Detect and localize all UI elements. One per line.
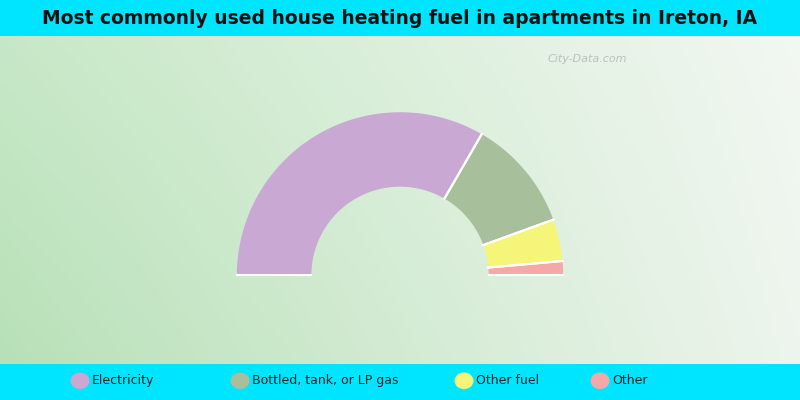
- Text: Most commonly used house heating fuel in apartments in Ireton, IA: Most commonly used house heating fuel in…: [42, 8, 758, 28]
- Polygon shape: [237, 112, 482, 275]
- Text: Other fuel: Other fuel: [476, 374, 539, 387]
- Ellipse shape: [591, 373, 609, 388]
- Ellipse shape: [231, 373, 249, 388]
- Polygon shape: [488, 261, 563, 275]
- Ellipse shape: [71, 373, 89, 388]
- Text: Electricity: Electricity: [92, 374, 154, 387]
- Text: City-Data.com: City-Data.com: [547, 54, 627, 64]
- Polygon shape: [445, 134, 554, 245]
- Polygon shape: [483, 220, 562, 268]
- Text: Bottled, tank, or LP gas: Bottled, tank, or LP gas: [252, 374, 398, 387]
- Ellipse shape: [455, 373, 473, 388]
- Text: Other: Other: [612, 374, 647, 387]
